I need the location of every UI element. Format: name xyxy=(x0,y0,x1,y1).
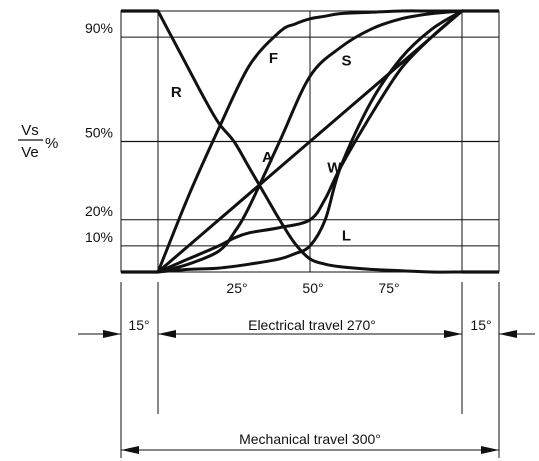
y-tick-label: 90% xyxy=(85,20,113,36)
curve-L xyxy=(156,9,464,274)
mechanical-travel-label: Mechanical travel 300° xyxy=(239,431,381,447)
curve-F xyxy=(156,9,464,274)
y-axis-label: Vs Ve % xyxy=(18,122,58,161)
left-margin-label: 15° xyxy=(128,317,149,333)
x-tick-label: 50° xyxy=(302,280,323,296)
tick-labels: 90% 50% 20% 10% 25° 50° 75° xyxy=(85,20,400,296)
y-tick-label: 10% xyxy=(85,229,113,245)
x-tick-label: 75° xyxy=(378,280,399,296)
y-tick-label: 20% xyxy=(85,203,113,219)
right-margin-arrowhead xyxy=(499,330,517,338)
mechanical-arrowhead-right xyxy=(481,446,499,454)
electrical-label-bg xyxy=(220,316,410,332)
electrical-arrowhead-right xyxy=(444,330,462,338)
electrical-travel-label: Electrical travel 270° xyxy=(248,317,376,333)
right-margin-label: 15° xyxy=(470,317,491,333)
curve-R xyxy=(156,9,464,274)
curve-label-A: A xyxy=(262,149,273,166)
curve-label-F: F xyxy=(269,50,278,67)
x-tick-label: 25° xyxy=(226,280,247,296)
curve-label-R: R xyxy=(171,84,182,101)
curve-label-L: L xyxy=(342,227,351,244)
curve-W xyxy=(156,9,464,274)
curve-label-S: S xyxy=(341,53,351,70)
curve-label-W: W xyxy=(327,160,342,177)
electrical-arrowhead-left xyxy=(158,330,176,338)
y-label-unit: % xyxy=(45,135,58,152)
mechanical-arrowhead-left xyxy=(121,446,139,454)
curve-labels: R F S A W L xyxy=(171,50,352,244)
grid xyxy=(120,9,500,274)
left-margin-arrowhead xyxy=(103,330,121,338)
y-label-denominator: Ve xyxy=(21,144,39,161)
curve-A xyxy=(156,9,464,274)
curves xyxy=(156,9,464,274)
travel-annotations: 15° Electrical travel 270° 15° Mechanica… xyxy=(78,282,535,458)
curve-S xyxy=(156,9,464,274)
y-label-numerator: Vs xyxy=(21,122,39,139)
y-tick-label: 50% xyxy=(85,125,113,141)
